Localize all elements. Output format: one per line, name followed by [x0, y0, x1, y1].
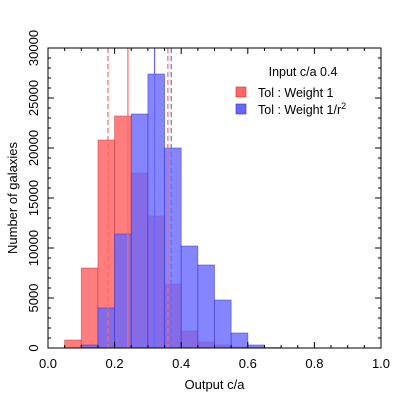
- legend-label-series-2: Tol : Weight 1/r2: [258, 101, 346, 117]
- reference-lines-layer: [107, 48, 172, 348]
- histogram-bar-series-2-bin-10: [214, 299, 232, 349]
- x-tick-label: 1.0: [372, 356, 390, 371]
- y-axis-label: Number of galaxies: [5, 142, 20, 254]
- y-tick-label: 20000: [26, 130, 41, 166]
- y-tick-label: 0: [26, 344, 41, 351]
- tick-labels-layer: 0.0 0.2 0.4 0.6 0.8 1.0 0 5000 10000 15000 20000 25…: [26, 30, 390, 371]
- histogram-bar-series-2-bin-4: [114, 233, 132, 349]
- legend-label-series-2-superscript: 2: [341, 101, 346, 111]
- x-axis-label: Output c/a: [185, 377, 246, 392]
- y-tick-label: 25000: [26, 80, 41, 116]
- histogram-bar-series-2-bin-5: [130, 113, 149, 349]
- y-tick-label: 5000: [26, 284, 41, 313]
- y-tick-label: 30000: [26, 30, 41, 66]
- x-tick-label: 0.6: [239, 356, 257, 371]
- histogram-bar-series-2-bin-3: [97, 307, 115, 349]
- legend-label-series-1: Tol : Weight 1: [258, 86, 334, 100]
- axes-layer: [47, 47, 382, 349]
- histogram-bar-series-1-bin-2: [80, 267, 99, 349]
- histogram-bar-series-2-bin-6: [147, 73, 165, 349]
- histogram-bar-series-1-bin-1: [64, 339, 82, 349]
- x-tick-label: 0.8: [305, 356, 323, 371]
- histogram-bar-series-2-bin-11: [230, 332, 249, 349]
- y-tick-label: 10000: [26, 230, 41, 266]
- y-tick-label: 15000: [26, 180, 41, 216]
- legend: Input c/a 0.4 Tol : Weight 1 Tol : Weigh…: [235, 65, 346, 117]
- histogram-bar-series-2-bin-9: [197, 264, 215, 349]
- bars-layer: [64, 73, 282, 349]
- x-tick-label: 0.0: [39, 356, 57, 371]
- x-tick-label: 0.4: [172, 356, 190, 371]
- legend-swatch-series-2: [235, 103, 247, 115]
- histogram-bar-series-2-bin-8: [180, 245, 199, 349]
- legend-title: Input c/a 0.4: [269, 65, 338, 79]
- legend-swatch-series-1: [235, 86, 247, 98]
- legend-label-series-2-text: Tol : Weight 1/r: [258, 103, 341, 117]
- histogram-bar-series-2-bin-7: [164, 147, 182, 349]
- x-tick-label: 0.2: [106, 356, 124, 371]
